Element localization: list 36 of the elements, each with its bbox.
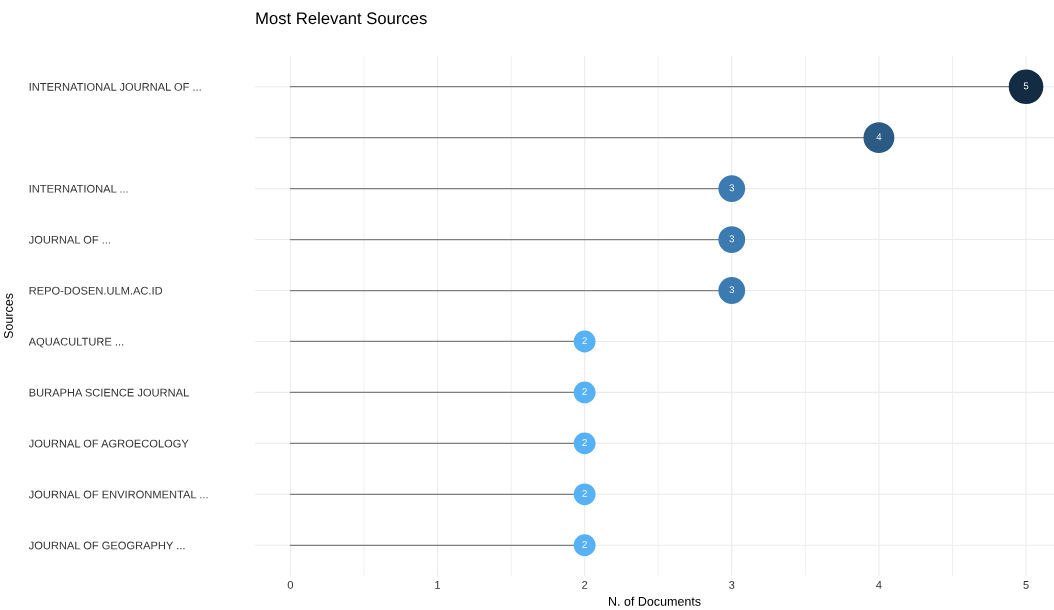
data-label: 2: [582, 540, 587, 548]
data-label: 3: [729, 286, 735, 294]
point: [573, 483, 596, 506]
x-tick-label: 4: [876, 581, 882, 589]
x-tick-label: 2: [582, 580, 588, 589]
data-label: 2: [582, 388, 587, 395]
y-tick-label: JOURNAL OF ...: [28, 235, 110, 244]
point: [573, 432, 596, 455]
data-label: 3: [729, 235, 735, 243]
y-tick-label: BURAPHA SCIENCE JOURNAL: [29, 388, 189, 397]
data-label: 4: [876, 133, 882, 141]
data-label: 2: [582, 439, 587, 446]
y-tick-label: AQUACULTURE ...: [28, 337, 124, 348]
data-label: 5: [1023, 82, 1029, 90]
y-tick-label: JOURNAL OF GEOGRAPHY ...: [28, 541, 185, 550]
x-tick-label: 0: [287, 580, 294, 589]
data-label: 3: [729, 184, 735, 192]
y-tick-label: INTERNATIONAL JOURNAL OF ...: [29, 82, 201, 91]
y-tick-label: REPO-DOSEN.ULM.AC.ID: [29, 286, 163, 295]
x-tick-label: 1: [435, 581, 441, 589]
x-tick-label: 3: [729, 580, 735, 589]
point: [718, 175, 746, 202]
data-label: 2: [582, 337, 587, 344]
point: [718, 226, 746, 253]
x-axis-title: N. of Documents: [609, 596, 701, 606]
data-label: 2: [582, 490, 587, 497]
chart-title: Most Relevant Sources: [256, 11, 427, 25]
y-tick-label: JOURNAL OF ENVIRONMENTAL ...: [28, 490, 208, 499]
point: [718, 277, 746, 304]
y-tick-label: JOURNAL OF AGROECOLOGY: [28, 439, 189, 448]
point: [573, 534, 596, 557]
y-tick-label: INTERNATIONAL ...: [29, 184, 128, 193]
x-tick-label: 5: [1023, 581, 1029, 589]
point: [573, 381, 596, 404]
y-axis-title: Sources: [4, 293, 13, 339]
point: [573, 330, 596, 353]
